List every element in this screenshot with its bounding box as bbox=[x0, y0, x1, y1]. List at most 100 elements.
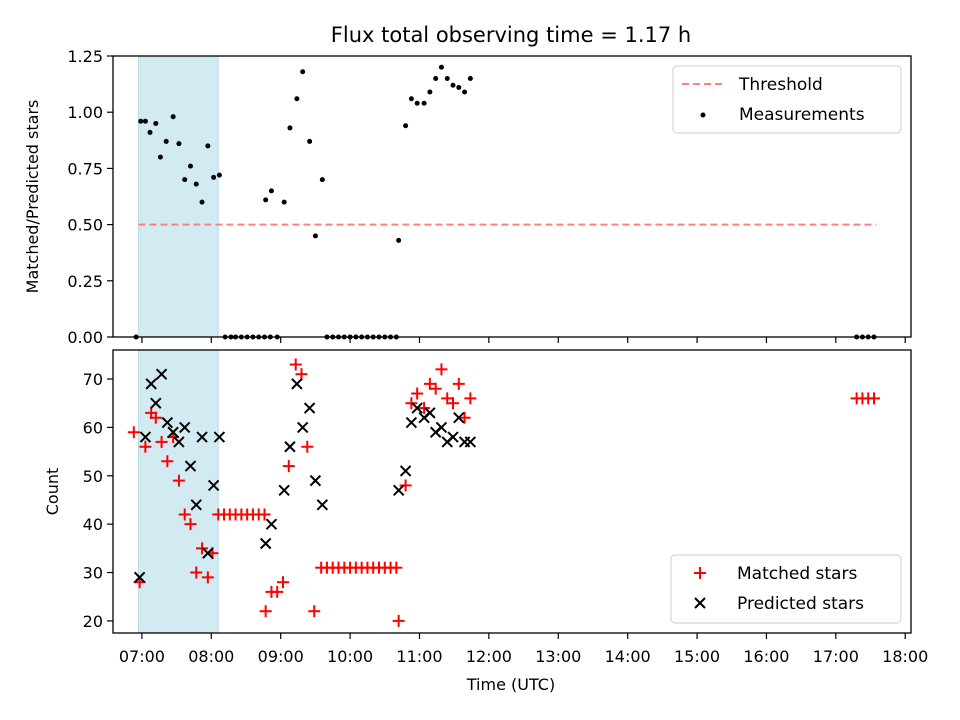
predicted-stars-point bbox=[303, 402, 316, 414]
top-shaded-span bbox=[137, 55, 219, 338]
x-tick-label: 16:00 bbox=[743, 647, 789, 666]
measurement-point bbox=[462, 89, 468, 95]
matched-stars-point bbox=[196, 542, 209, 555]
measurement-point bbox=[319, 177, 325, 183]
measurement-point bbox=[467, 75, 473, 81]
measurement-point bbox=[438, 64, 444, 70]
top-panel: 0.00 0.25 0.50 0.75 1.00 1.25 Matched/Predict… bbox=[23, 47, 912, 347]
x-tick-label: 10:00 bbox=[327, 647, 373, 666]
measurement-point bbox=[142, 118, 148, 124]
measurement-point bbox=[408, 96, 414, 102]
measurement-point bbox=[281, 199, 287, 205]
predicted-stars-point bbox=[464, 436, 477, 448]
matched-stars-point bbox=[201, 571, 214, 584]
measurement-point bbox=[307, 138, 313, 144]
matched-stars-point bbox=[447, 397, 460, 410]
predicted-stars-point bbox=[453, 412, 465, 424]
matched-stars-point bbox=[190, 566, 203, 579]
measurement-point bbox=[263, 197, 269, 203]
matched-stars-point bbox=[411, 387, 424, 400]
predicted-stars-point bbox=[405, 416, 418, 429]
matched-stars-point bbox=[289, 358, 302, 371]
matched-stars-point bbox=[308, 605, 321, 618]
measurement-point bbox=[205, 143, 211, 149]
matched-stars-point bbox=[464, 392, 477, 405]
matched-stars-point bbox=[184, 518, 197, 531]
measurement-point bbox=[157, 154, 163, 160]
predicted-stars-point bbox=[424, 407, 436, 419]
bottom-shaded-span bbox=[137, 349, 219, 634]
measurement-point bbox=[163, 138, 169, 144]
predicted-stars-point bbox=[284, 441, 296, 453]
x-tick-label: 09:00 bbox=[258, 647, 304, 666]
bottom-legend: Matched stars Predicted stars bbox=[670, 554, 902, 624]
bottom-y-tick-label: 30 bbox=[83, 564, 103, 583]
x-tick-label: 12:00 bbox=[466, 647, 512, 666]
predicted-stars-point bbox=[133, 571, 146, 584]
predicted-stars-point bbox=[309, 474, 322, 487]
predicted-stars-point bbox=[161, 416, 174, 429]
measurement-point bbox=[456, 84, 462, 90]
predicted-stars-point bbox=[411, 402, 423, 414]
bottom-y-tick-label: 40 bbox=[83, 515, 103, 534]
predicted-stars-point bbox=[184, 460, 197, 472]
measurement-point bbox=[433, 75, 439, 81]
matched-stars-point bbox=[271, 585, 284, 598]
matched-stars-point bbox=[392, 614, 405, 627]
legend-predicted-swatch bbox=[694, 597, 706, 609]
predicted-stars-point bbox=[278, 484, 290, 496]
x-tick-label: 15:00 bbox=[674, 647, 720, 666]
measurement-point bbox=[294, 96, 300, 102]
matched-stars-point bbox=[139, 440, 152, 453]
top-y-axis-label: Matched/Predicted stars bbox=[23, 100, 42, 294]
predicted-stars-point bbox=[399, 465, 412, 477]
legend-matched-label: Matched stars bbox=[737, 564, 857, 584]
measurement-point bbox=[211, 174, 217, 180]
bottom-axes-frame bbox=[112, 349, 912, 634]
matched-stars-point bbox=[435, 363, 448, 376]
predicted-stars-point bbox=[145, 378, 157, 390]
top-legend: Threshold Measurements bbox=[672, 65, 902, 134]
top-legend-box bbox=[672, 65, 902, 134]
legend-measurements-label: Measurements bbox=[739, 105, 865, 125]
matched-stars-point bbox=[178, 508, 191, 521]
measurement-point bbox=[153, 120, 159, 126]
matched-stars-point bbox=[155, 435, 168, 448]
measurement-point bbox=[300, 69, 306, 75]
matched-stars-point bbox=[172, 474, 185, 487]
matched-stars-point bbox=[405, 397, 418, 410]
legend-threshold-label: Threshold bbox=[738, 75, 823, 95]
measurement-point bbox=[450, 82, 456, 88]
x-tick-label: 08:00 bbox=[188, 647, 234, 666]
predicted-stars-point bbox=[265, 518, 278, 530]
x-tick-label: 13:00 bbox=[535, 647, 581, 666]
legend-predicted-label: Predicted stars bbox=[737, 594, 864, 614]
matched-stars-point bbox=[452, 377, 465, 390]
bottom-y-tick-label: 70 bbox=[83, 370, 103, 389]
measurement-point bbox=[138, 118, 144, 124]
predicted-stars-point bbox=[207, 479, 220, 492]
predicted-stars-point bbox=[316, 499, 329, 511]
measurement-point bbox=[182, 177, 188, 183]
measurement-point bbox=[421, 100, 427, 106]
top-y-tick-label: 0.50 bbox=[67, 216, 103, 235]
top-y-tick-label: 0.75 bbox=[67, 159, 103, 178]
matched-stars-point bbox=[295, 368, 308, 381]
measurement-point bbox=[187, 163, 193, 169]
predicted-stars-point bbox=[178, 421, 191, 434]
bottom-y-tick-label: 60 bbox=[83, 418, 103, 437]
measurement-point bbox=[216, 172, 222, 178]
x-tick-label: 17:00 bbox=[813, 647, 859, 666]
top-axes-frame bbox=[112, 55, 912, 338]
matched-stars-point bbox=[161, 455, 174, 468]
matched-stars-point bbox=[149, 411, 162, 424]
top-y-tick-label: 0.25 bbox=[67, 272, 103, 291]
measurement-point bbox=[199, 199, 205, 205]
measurement-point bbox=[268, 188, 274, 194]
measurement-point bbox=[396, 237, 402, 243]
matched-stars-point bbox=[867, 392, 880, 405]
bottom-y-tick-label: 20 bbox=[83, 612, 103, 631]
top-y-tick-label: 0.00 bbox=[67, 328, 103, 347]
matched-stars-point bbox=[429, 382, 442, 395]
